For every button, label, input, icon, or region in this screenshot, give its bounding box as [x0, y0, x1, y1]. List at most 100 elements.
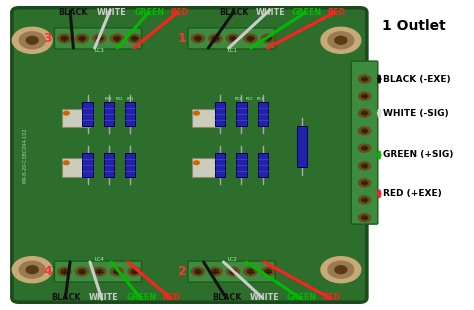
- Text: BLACK (-EXE): BLACK (-EXE): [383, 74, 451, 84]
- Bar: [297, 126, 307, 167]
- Circle shape: [96, 269, 103, 274]
- Circle shape: [75, 34, 89, 43]
- Circle shape: [358, 109, 371, 117]
- Text: R13: R13: [234, 97, 242, 101]
- Circle shape: [229, 269, 236, 274]
- Text: LC1: LC1: [227, 48, 237, 53]
- Text: R11: R11: [257, 97, 264, 101]
- Circle shape: [64, 161, 69, 165]
- Text: WHITE: WHITE: [96, 8, 126, 17]
- Bar: [192, 108, 220, 127]
- Circle shape: [362, 111, 367, 115]
- Circle shape: [191, 34, 204, 43]
- Text: R33: R33: [104, 97, 112, 101]
- Circle shape: [321, 27, 361, 53]
- Circle shape: [26, 36, 38, 44]
- Text: LC4: LC4: [94, 257, 104, 262]
- Circle shape: [79, 36, 85, 41]
- Circle shape: [358, 75, 371, 83]
- Circle shape: [194, 161, 199, 165]
- Bar: [257, 153, 268, 177]
- Circle shape: [128, 267, 141, 276]
- Circle shape: [264, 36, 271, 41]
- Circle shape: [335, 266, 347, 274]
- Circle shape: [362, 198, 367, 202]
- FancyBboxPatch shape: [55, 261, 142, 282]
- Bar: [104, 102, 114, 126]
- Circle shape: [321, 257, 361, 283]
- Circle shape: [212, 36, 219, 41]
- Text: 4: 4: [43, 265, 52, 278]
- Circle shape: [128, 34, 141, 43]
- Circle shape: [226, 267, 239, 276]
- Circle shape: [362, 181, 367, 185]
- Circle shape: [261, 34, 274, 43]
- Circle shape: [194, 36, 201, 41]
- Circle shape: [12, 257, 52, 283]
- Circle shape: [362, 216, 367, 219]
- Bar: [192, 158, 220, 177]
- Text: R31: R31: [127, 97, 135, 101]
- Bar: [257, 102, 268, 126]
- Circle shape: [362, 77, 367, 81]
- Circle shape: [26, 266, 38, 274]
- Bar: [236, 153, 246, 177]
- Circle shape: [362, 94, 367, 98]
- Circle shape: [247, 269, 254, 274]
- Text: LC2: LC2: [227, 257, 237, 262]
- Circle shape: [358, 127, 371, 135]
- Circle shape: [96, 36, 103, 41]
- Bar: [104, 153, 114, 177]
- Bar: [125, 102, 136, 126]
- Circle shape: [12, 27, 52, 53]
- Text: RED: RED: [162, 293, 181, 302]
- Text: R32: R32: [116, 97, 123, 101]
- Circle shape: [261, 267, 274, 276]
- Bar: [62, 108, 90, 127]
- Circle shape: [194, 111, 199, 115]
- Circle shape: [61, 269, 68, 274]
- Text: RED: RED: [170, 8, 188, 17]
- Text: GREEN: GREEN: [135, 8, 164, 17]
- Text: BLACK: BLACK: [219, 8, 249, 17]
- Circle shape: [110, 267, 124, 276]
- Text: 1: 1: [178, 32, 187, 45]
- Circle shape: [212, 269, 219, 274]
- FancyBboxPatch shape: [188, 28, 275, 49]
- Circle shape: [131, 269, 138, 274]
- Circle shape: [358, 196, 371, 204]
- Circle shape: [110, 34, 124, 43]
- Circle shape: [93, 34, 106, 43]
- FancyBboxPatch shape: [55, 28, 142, 49]
- Circle shape: [58, 34, 71, 43]
- Bar: [125, 153, 136, 177]
- FancyBboxPatch shape: [12, 8, 367, 302]
- Text: RED: RED: [322, 293, 340, 302]
- Circle shape: [358, 179, 371, 187]
- Circle shape: [191, 267, 204, 276]
- Bar: [236, 102, 246, 126]
- Circle shape: [209, 267, 222, 276]
- Circle shape: [358, 92, 371, 100]
- Circle shape: [328, 261, 354, 278]
- Bar: [215, 102, 225, 126]
- Circle shape: [247, 36, 254, 41]
- Bar: [82, 153, 93, 177]
- Text: GREEN (+SIG): GREEN (+SIG): [383, 150, 454, 160]
- Circle shape: [93, 267, 106, 276]
- Circle shape: [358, 162, 371, 170]
- Text: GREEN: GREEN: [292, 8, 322, 17]
- Text: WHITE: WHITE: [88, 293, 118, 302]
- Circle shape: [58, 267, 71, 276]
- Circle shape: [209, 34, 222, 43]
- Circle shape: [362, 146, 367, 150]
- Text: WHITE: WHITE: [249, 293, 279, 302]
- Text: BLACK: BLACK: [52, 293, 81, 302]
- Text: LC3: LC3: [94, 48, 104, 53]
- Circle shape: [328, 32, 354, 49]
- Circle shape: [358, 144, 371, 152]
- Text: 1 Outlet: 1 Outlet: [383, 19, 446, 33]
- FancyBboxPatch shape: [351, 61, 378, 224]
- Bar: [215, 153, 225, 177]
- Circle shape: [264, 269, 271, 274]
